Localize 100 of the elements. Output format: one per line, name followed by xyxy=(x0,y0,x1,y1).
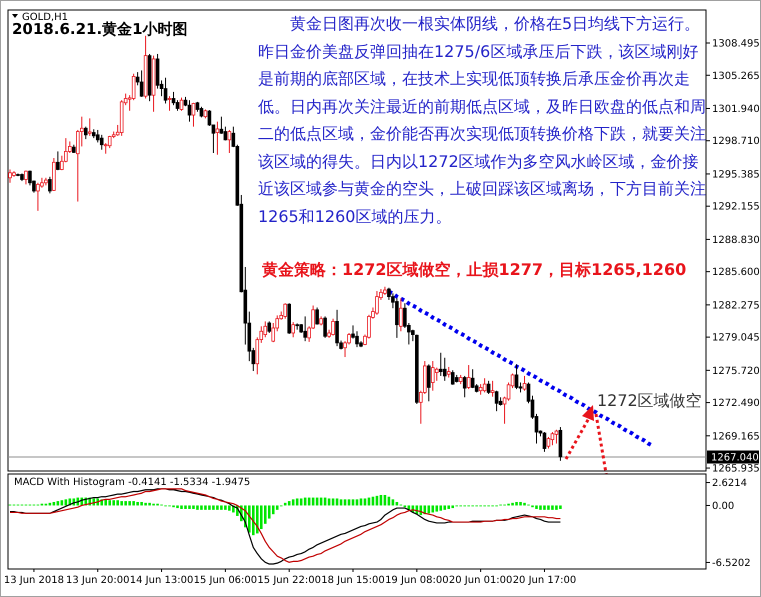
bar xyxy=(216,505,219,510)
bar xyxy=(348,499,350,506)
text: 2018.6.21.黄金1小时图 xyxy=(12,20,188,38)
bar xyxy=(535,505,538,509)
bar xyxy=(352,499,354,506)
bar xyxy=(144,502,147,506)
bar xyxy=(320,498,322,506)
annotation: 黄金日图再次收一根实体阴线，价格在5日均线下方运行。昨日金价美盘反弹回抽在1275/6区域承压后下跌，该区域刚好是前期的底部区域，在技术上实现低顶转换后承压金价再次走低。日内再次关注最近的前期低点区域，及昨日欧盘的低点和周二的低点区域，金价能否再次实现低顶转换价格下跌，就要关注该区域的得失。日内以1272区域作为多空风水岭区域，金价接近该区域参与黄金的空头，上破回踩该区域离场，下方目前关注1265和1260区域的压力。 xyxy=(258,13,707,228)
bar xyxy=(384,494,386,506)
bar xyxy=(551,505,554,510)
bar xyxy=(312,498,314,506)
bar xyxy=(292,499,294,506)
bar xyxy=(116,500,119,506)
bar xyxy=(428,505,430,514)
bar xyxy=(276,505,279,510)
bar xyxy=(356,499,358,506)
y-tick-label: 1279.045 xyxy=(712,332,760,344)
bar xyxy=(324,498,326,506)
bar xyxy=(300,498,302,506)
bar xyxy=(132,501,135,506)
y-tick-label: 2.6214 xyxy=(712,478,747,490)
annotation: 1272区域做空 xyxy=(597,391,702,410)
x-tick-label: 14 Jun 13:00 xyxy=(130,575,194,586)
bar xyxy=(336,498,338,506)
bar xyxy=(439,505,442,511)
bar xyxy=(260,505,263,530)
bar xyxy=(288,501,290,506)
annotation: 黄金策略：1272区域做空，止损1277，目标1265,1260 xyxy=(261,260,686,279)
bar xyxy=(368,498,370,506)
y-tick-label: 1298.710 xyxy=(712,136,760,148)
bar xyxy=(372,496,374,506)
bar xyxy=(332,498,334,506)
y-tick-label: -6.5202 xyxy=(712,558,751,569)
y-tick-label: 0.00 xyxy=(712,500,734,512)
y-tick-label: 1272.490 xyxy=(712,398,760,410)
y-tick-label: 1292.155 xyxy=(712,202,760,213)
bar xyxy=(543,505,546,510)
ref-line-label: 1267.040 xyxy=(711,452,759,464)
bar xyxy=(523,502,526,506)
bar xyxy=(511,502,514,506)
x-tick-label: 13 Jun 2018 xyxy=(4,575,64,586)
y-tick-label: 1285.600 xyxy=(712,267,760,278)
bar xyxy=(344,499,346,506)
bar xyxy=(443,505,446,510)
bar xyxy=(328,498,330,506)
y-tick-label: 1295.385 xyxy=(712,169,760,180)
bar xyxy=(396,502,398,506)
bar xyxy=(224,505,227,510)
annotation: GOLD,H1 xyxy=(22,12,68,23)
bar xyxy=(112,500,115,506)
bar xyxy=(392,499,394,506)
x-tick-label: 15 Jun 22:00 xyxy=(257,575,321,586)
x-tick-label: 20 Jun 01:00 xyxy=(448,575,512,586)
annotation: MACD With Histogram -0.4141 -1.5334 -1.9475 xyxy=(14,477,250,488)
bar xyxy=(515,502,518,506)
bar xyxy=(120,501,123,506)
bar xyxy=(284,502,286,506)
bar xyxy=(519,502,522,506)
bar xyxy=(200,505,203,510)
x-tick-label: 13 Jun 20:00 xyxy=(66,575,130,586)
y-tick-label: 1305.265 xyxy=(712,70,760,82)
y-tick-label: 1288.830 xyxy=(712,234,760,246)
bar xyxy=(212,505,215,510)
bar xyxy=(64,499,68,506)
x-tick-label: 18 Jun 15:00 xyxy=(321,575,385,586)
bar xyxy=(380,494,382,506)
bar xyxy=(56,501,60,506)
bar xyxy=(376,496,378,506)
bar xyxy=(196,505,199,510)
bar xyxy=(188,505,191,509)
bar xyxy=(447,505,450,509)
bar xyxy=(308,498,310,506)
bar xyxy=(124,501,127,506)
bar xyxy=(148,502,151,506)
bar xyxy=(360,498,362,506)
y-tick-label: 1308.495 xyxy=(712,38,760,50)
bar xyxy=(204,505,207,510)
bar xyxy=(108,500,112,506)
bar xyxy=(539,505,542,510)
bar xyxy=(48,502,52,506)
bar xyxy=(316,498,318,506)
x-tick-label: 15 Jun 06:00 xyxy=(194,575,258,586)
bar xyxy=(128,501,131,506)
bar xyxy=(184,505,187,509)
bar xyxy=(220,505,223,510)
bar xyxy=(180,505,183,509)
bar xyxy=(296,498,298,506)
bar xyxy=(340,499,342,506)
x-tick-label: 19 Jun 08:00 xyxy=(385,575,449,586)
bar xyxy=(136,502,139,506)
y-tick-label: 1282.275 xyxy=(712,300,760,312)
bar xyxy=(228,505,231,511)
bar xyxy=(431,505,434,512)
bar xyxy=(388,496,390,506)
bar xyxy=(451,505,454,508)
y-tick-label: 1269.165 xyxy=(712,431,760,442)
bar xyxy=(208,505,211,510)
bar xyxy=(304,498,306,506)
y-tick-label: 1265.935 xyxy=(712,464,760,475)
bar xyxy=(559,505,562,509)
